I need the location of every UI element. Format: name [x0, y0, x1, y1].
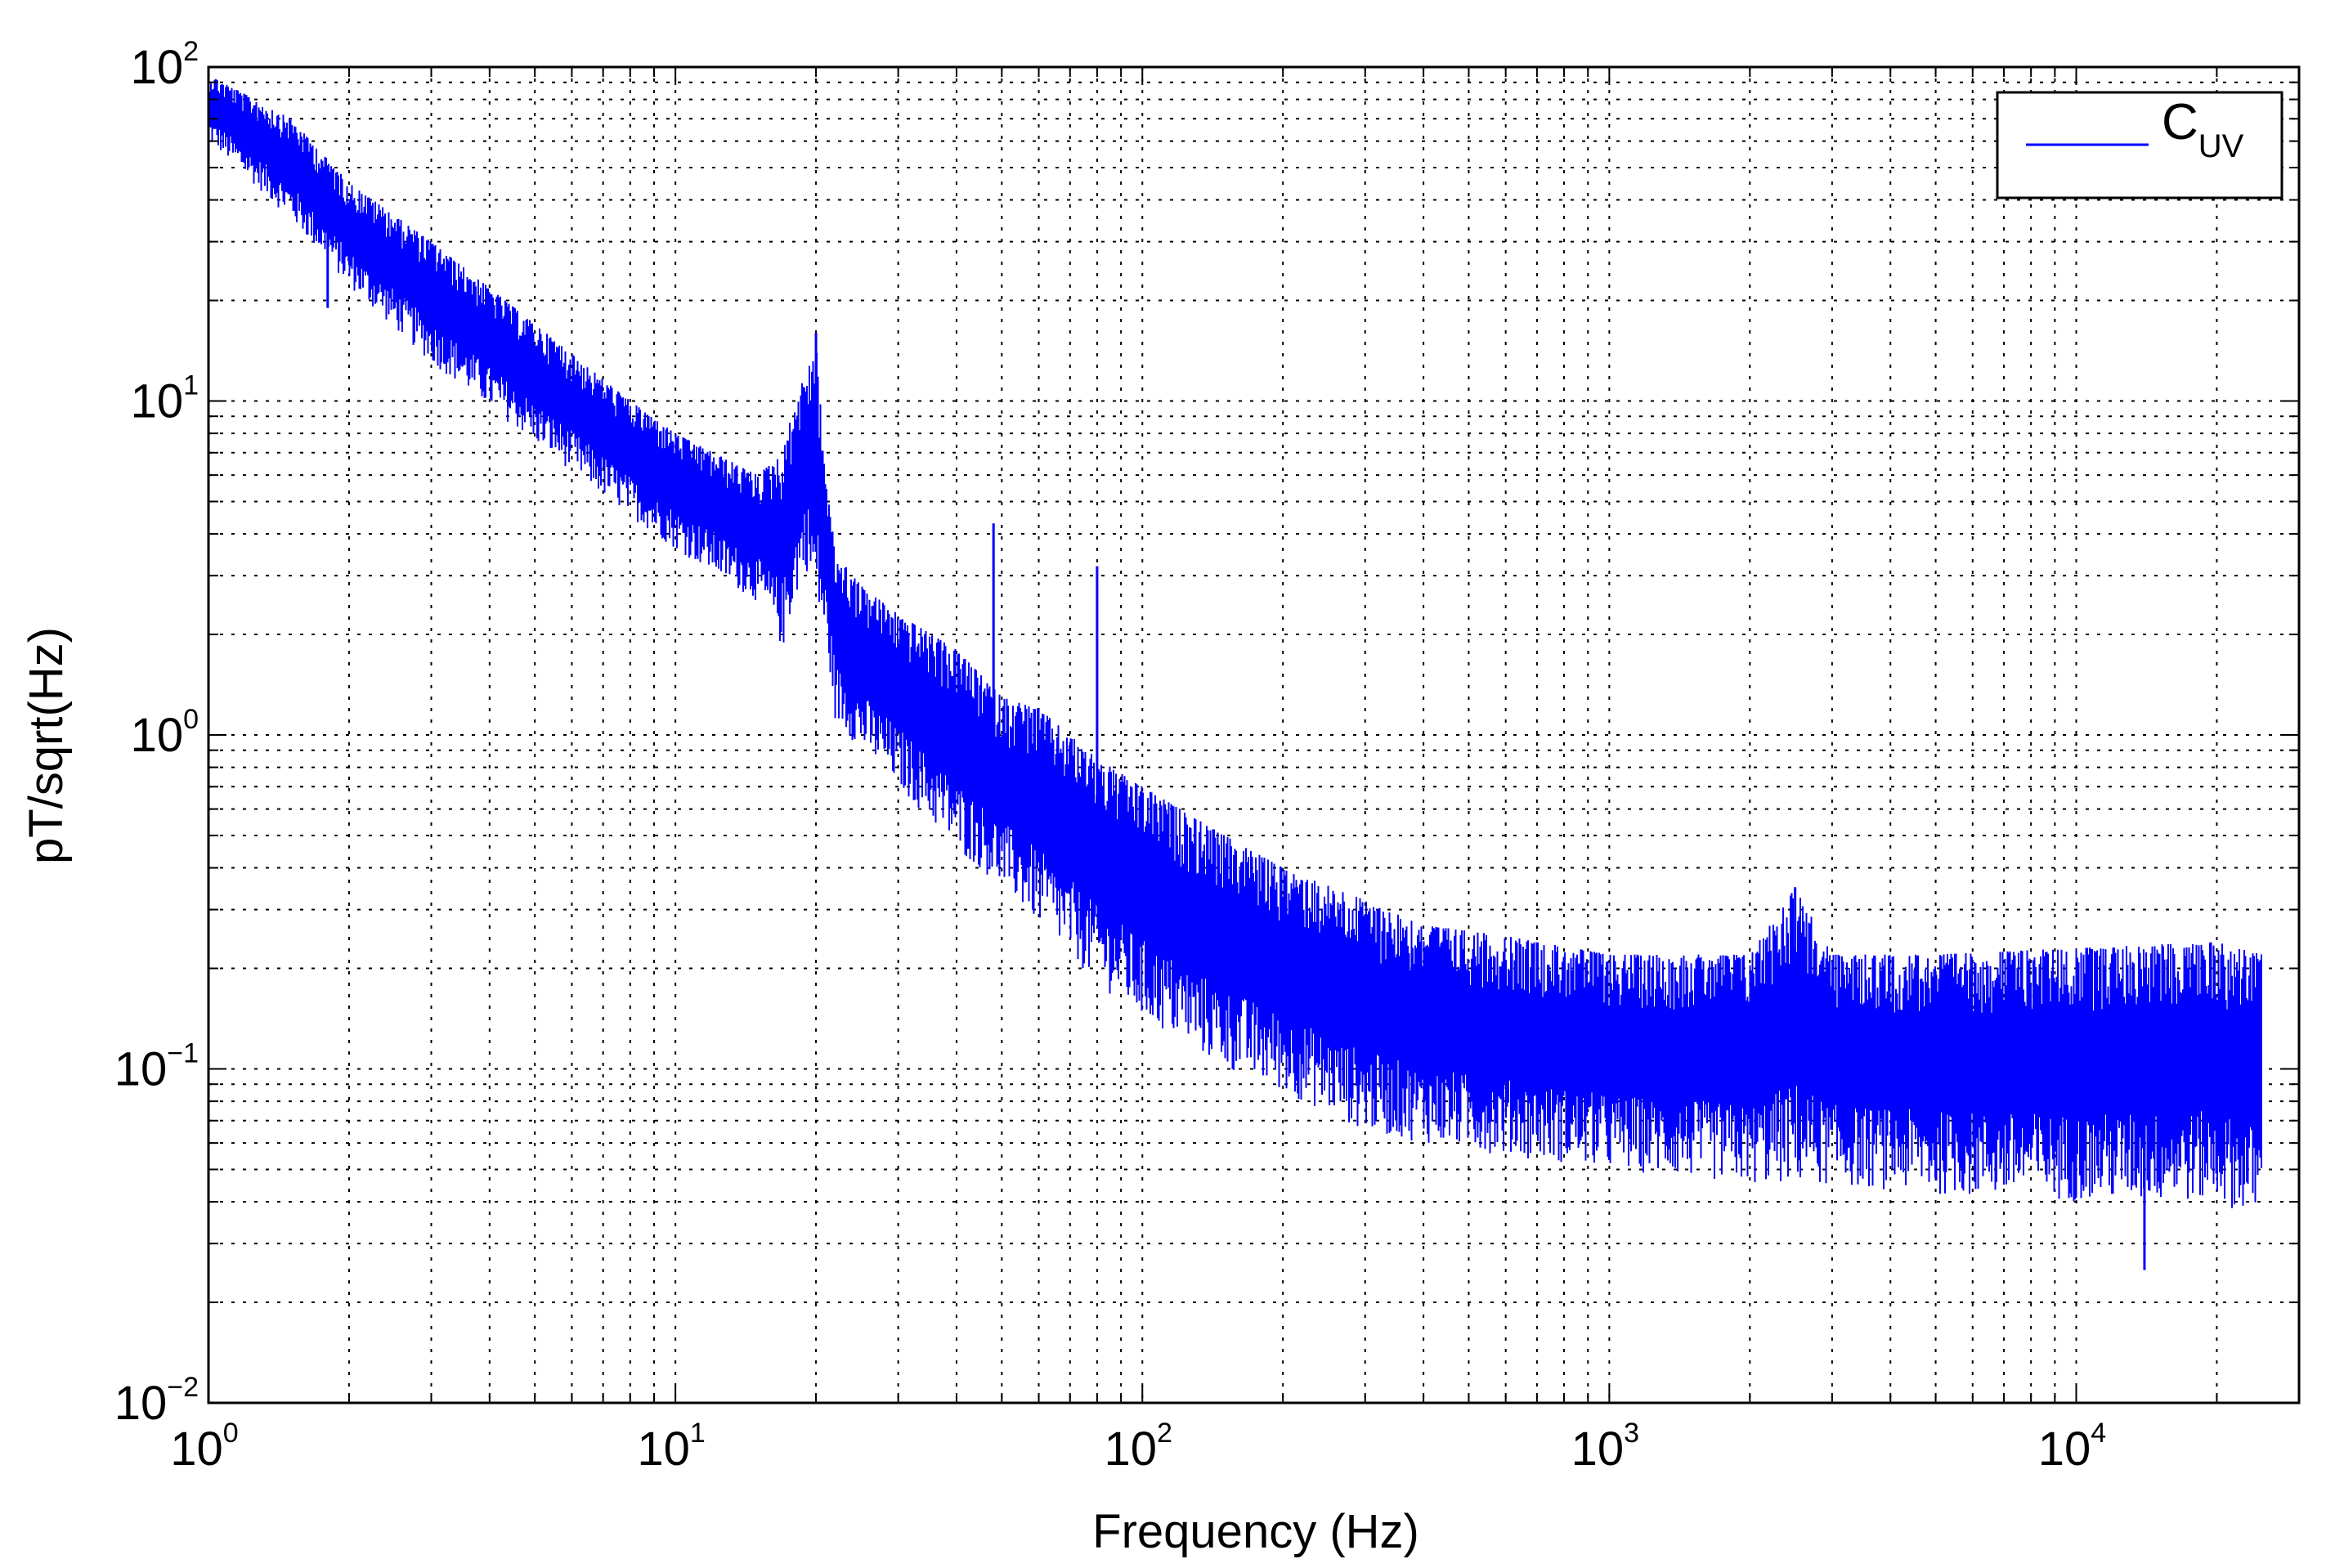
x-tick-label-base: 10 [1105, 1422, 1158, 1476]
y-tick-label-base: 10 [131, 709, 184, 762]
y-tick-label-exponent: −1 [167, 1038, 199, 1069]
x-tick-label-exponent: 0 [223, 1418, 239, 1449]
y-tick-label: 102 [131, 36, 199, 94]
x-axis-title: Frequency (Hz) [1092, 1505, 1419, 1558]
legend-entry-name: C [2162, 94, 2198, 150]
axis-ticks [208, 67, 2300, 1404]
legend-entry-label: CUV [2162, 94, 2244, 164]
y-tick-label-exponent: −2 [167, 1372, 199, 1403]
x-tick-labels: 100 101 102 103 104 [170, 1418, 2106, 1476]
y-tick-label: 10−2 [114, 1372, 199, 1430]
legend-entry-subscript: UV [2198, 128, 2244, 164]
y-tick-label-base: 10 [114, 1377, 168, 1430]
x-tick-label: 101 [637, 1418, 705, 1476]
y-tick-label-exponent: 0 [183, 704, 199, 735]
y-tick-label-base: 10 [114, 1043, 168, 1096]
x-tick-label-base: 10 [637, 1422, 690, 1476]
x-tick-label-exponent: 3 [1624, 1418, 1639, 1449]
x-tick-label: 102 [1105, 1418, 1172, 1476]
y-axis-title: pT/sqrt(Hz) [20, 627, 73, 864]
x-tick-label-base: 10 [1571, 1422, 1625, 1476]
y-tick-label-base: 10 [131, 375, 184, 428]
y-tick-label: 101 [131, 370, 199, 428]
legend: CUV [1996, 91, 2283, 199]
x-tick-label-base: 10 [2038, 1422, 2091, 1476]
x-tick-label: 100 [170, 1418, 238, 1476]
x-tick-label: 104 [2038, 1418, 2106, 1476]
x-tick-label-base: 10 [170, 1422, 223, 1476]
x-tick-label-exponent: 4 [2091, 1418, 2106, 1449]
y-tick-label: 100 [131, 704, 199, 762]
y-tick-label: 10−1 [114, 1038, 199, 1096]
x-tick-label-exponent: 2 [1157, 1418, 1172, 1449]
y-tick-label-exponent: 1 [183, 370, 199, 401]
x-tick-label-exponent: 1 [690, 1418, 706, 1449]
y-tick-label-exponent: 2 [183, 36, 199, 67]
x-tick-label: 103 [1571, 1418, 1639, 1476]
y-tick-label-base: 10 [131, 41, 184, 94]
